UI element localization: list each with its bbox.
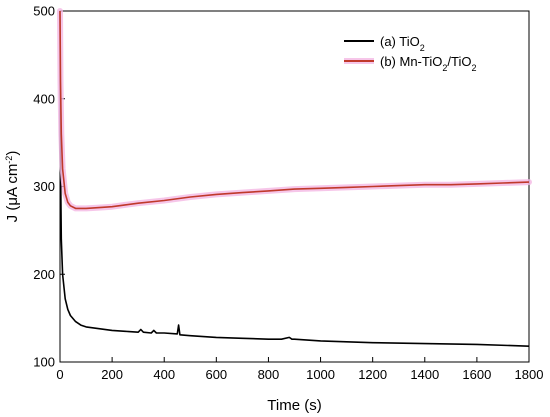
series-line-0 <box>59 10 530 347</box>
x-axis-title: Time (s) <box>267 397 321 414</box>
x-tick-label-4: 800 <box>258 367 280 382</box>
y-axis-title-base: J (μA cm <box>4 164 21 223</box>
x-axis-ticks: 0 200 400 600 800 1000 1200 1400 1600 1800 <box>56 357 543 382</box>
legend-label-a: (a) TiO2 <box>380 34 425 53</box>
y-tick-label-0: 100 <box>33 355 55 370</box>
legend-label-a-prefix: (a) TiO <box>380 34 420 49</box>
x-tick-label-0: 0 <box>56 367 63 382</box>
x-tick-label-8: 1600 <box>462 367 491 382</box>
legend-label-a-sub: 2 <box>420 43 425 53</box>
legend-label-b-sub2: 2 <box>471 63 476 73</box>
series-band-1 <box>57 8 532 212</box>
x-tick-label-2: 400 <box>153 367 175 382</box>
y-tick-label-2: 300 <box>33 179 55 194</box>
series-line-1 <box>59 10 530 210</box>
x-tick-label-6: 1200 <box>358 367 387 382</box>
legend-label-b-rest: /TiO <box>447 54 471 69</box>
legend-label-b-prefix: (b) Mn-TiO <box>380 54 442 69</box>
y-tick-label-4: 500 <box>33 4 55 19</box>
y-tick-label-3: 400 <box>33 91 55 106</box>
x-tick-label-9: 1800 <box>515 367 544 382</box>
series-lines <box>57 8 532 347</box>
y-axis-title-sup: -2 <box>4 156 14 164</box>
x-tick-label-5: 1000 <box>306 367 335 382</box>
x-tick-label-3: 600 <box>205 367 227 382</box>
y-tick-label-1: 200 <box>33 267 55 282</box>
legend-label-b: (b) Mn-TiO2/TiO2 <box>380 54 476 73</box>
legend: (a) TiO2 (b) Mn-TiO2/TiO2 <box>344 34 476 73</box>
legend-label-b-sub: 2 <box>442 63 447 73</box>
y-axis-title-close: ) <box>4 151 21 156</box>
x-tick-label-7: 1400 <box>410 367 439 382</box>
x-tick-label-1: 200 <box>101 367 123 382</box>
y-axis-title: J (μA cm-2) <box>4 151 21 223</box>
